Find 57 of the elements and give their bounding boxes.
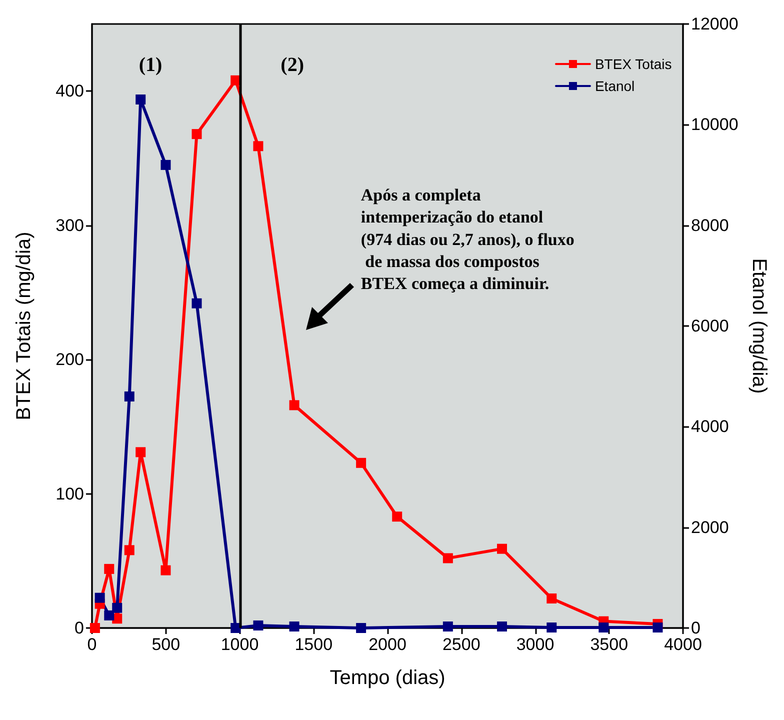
y2-axis-title: Etanol (mg/dia)	[748, 258, 770, 394]
y2-tick-label: 10000	[691, 115, 738, 134]
x-tick-label: 2000	[368, 635, 406, 654]
x-tick-label: 0	[87, 635, 97, 654]
y-tick-label: 100	[56, 484, 84, 504]
x-tick-label: 4000	[664, 635, 702, 654]
x-axis-title: Tempo (dias)	[330, 667, 446, 689]
point	[546, 622, 557, 632]
y-tick-label: 200	[56, 350, 84, 370]
annotation: (2)	[280, 54, 304, 76]
point	[230, 75, 241, 86]
y-tick-label: 0	[74, 618, 84, 638]
point	[160, 160, 171, 170]
x-tick-label: 3500	[590, 635, 628, 654]
point	[160, 565, 171, 576]
y-tick-label: 400	[56, 82, 84, 101]
point	[598, 622, 609, 632]
point	[94, 592, 105, 603]
x-tick-label: 500	[152, 635, 180, 654]
y2-tick-label: 4000	[691, 417, 729, 436]
point	[497, 544, 508, 554]
legend-label: BTEX Totais	[594, 56, 672, 72]
point	[104, 564, 114, 574]
point	[442, 553, 453, 564]
point	[652, 622, 663, 632]
point	[289, 621, 300, 632]
point	[124, 391, 134, 402]
point	[136, 94, 146, 104]
point	[289, 400, 300, 410]
y2-tick-label: 8000	[691, 216, 729, 235]
x-tick-label: 1500	[294, 635, 333, 654]
y-axis-title: BTEX Totais (mg/dia)	[13, 232, 35, 420]
y-tick-label: 300	[56, 216, 84, 235]
x-tick-label: 2500	[442, 635, 480, 654]
annotation: Após a completa intemperização do etanol (974 dias ou 2,7 anos), o fluxo de massa dos compostos BTEX começa a diminuir.	[360, 186, 574, 293]
point	[112, 602, 122, 613]
point	[546, 593, 557, 604]
point	[253, 620, 264, 630]
point	[192, 298, 202, 308]
x-tick-label: 3000	[516, 635, 554, 654]
y2-tick-label: 12000	[691, 14, 738, 34]
point	[253, 141, 264, 152]
annotation: (1)	[138, 54, 162, 76]
legend-label: Etanol	[594, 78, 635, 94]
y2-tick-label: 6000	[691, 316, 729, 336]
y2-tick-label: 2000	[691, 518, 729, 537]
point	[497, 621, 508, 632]
point	[392, 512, 402, 522]
point	[356, 623, 366, 633]
x-tick-label: 1000	[220, 635, 259, 654]
point	[124, 545, 134, 556]
point	[104, 610, 114, 620]
y2-tick-label: 0	[691, 618, 700, 638]
point	[136, 447, 146, 458]
point	[192, 129, 202, 140]
point	[442, 621, 453, 632]
point	[356, 458, 366, 468]
